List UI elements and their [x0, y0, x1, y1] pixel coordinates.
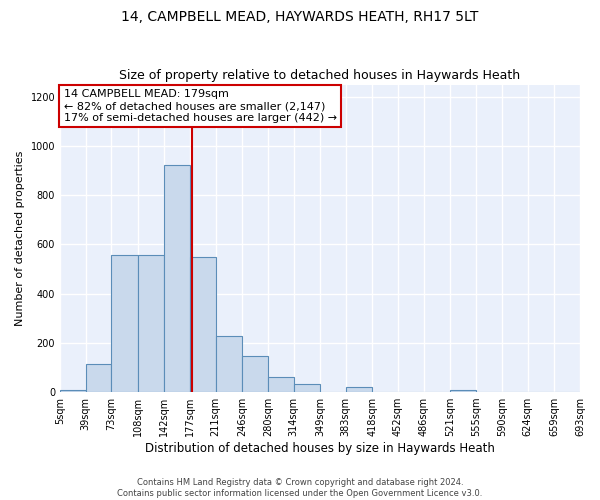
Bar	[190, 257, 216, 392]
Bar	[216, 336, 242, 392]
Text: Contains HM Land Registry data © Crown copyright and database right 2024.
Contai: Contains HM Land Registry data © Crown c…	[118, 478, 482, 498]
Bar	[164, 166, 190, 392]
Bar	[242, 356, 268, 392]
Bar	[268, 378, 293, 392]
Bar	[138, 255, 164, 392]
Bar	[450, 390, 476, 392]
Text: 14, CAMPBELL MEAD, HAYWARDS HEATH, RH17 5LT: 14, CAMPBELL MEAD, HAYWARDS HEATH, RH17 …	[121, 10, 479, 24]
Bar	[293, 384, 320, 392]
Title: Size of property relative to detached houses in Haywards Heath: Size of property relative to detached ho…	[119, 69, 521, 82]
X-axis label: Distribution of detached houses by size in Haywards Heath: Distribution of detached houses by size …	[145, 442, 495, 455]
Y-axis label: Number of detached properties: Number of detached properties	[15, 150, 25, 326]
Bar	[112, 255, 138, 392]
Text: 14 CAMPBELL MEAD: 179sqm
← 82% of detached houses are smaller (2,147)
17% of sem: 14 CAMPBELL MEAD: 179sqm ← 82% of detach…	[64, 90, 337, 122]
Bar	[60, 390, 86, 392]
Bar	[346, 387, 372, 392]
Bar	[86, 364, 112, 392]
